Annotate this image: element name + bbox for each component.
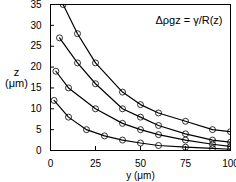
- svg-text:100: 100: [222, 158, 236, 169]
- svg-text:20: 20: [30, 61, 42, 72]
- svg-text:5: 5: [36, 124, 42, 135]
- svg-text:35: 35: [30, 0, 42, 10]
- svg-text:75: 75: [180, 158, 192, 169]
- svg-text:25: 25: [30, 40, 42, 51]
- svg-text:y (μm): y (μm): [126, 170, 155, 181]
- svg-text:Δρgz = γ/R(z): Δρgz = γ/R(z): [155, 14, 222, 26]
- svg-text:15: 15: [30, 82, 42, 93]
- svg-text:z(μm): z(μm): [5, 66, 28, 89]
- svg-text:0: 0: [48, 158, 54, 169]
- svg-text:10: 10: [30, 103, 42, 114]
- svg-text:0: 0: [36, 145, 42, 156]
- svg-text:50: 50: [135, 158, 147, 169]
- svg-text:25: 25: [90, 158, 102, 169]
- svg-text:30: 30: [30, 20, 42, 31]
